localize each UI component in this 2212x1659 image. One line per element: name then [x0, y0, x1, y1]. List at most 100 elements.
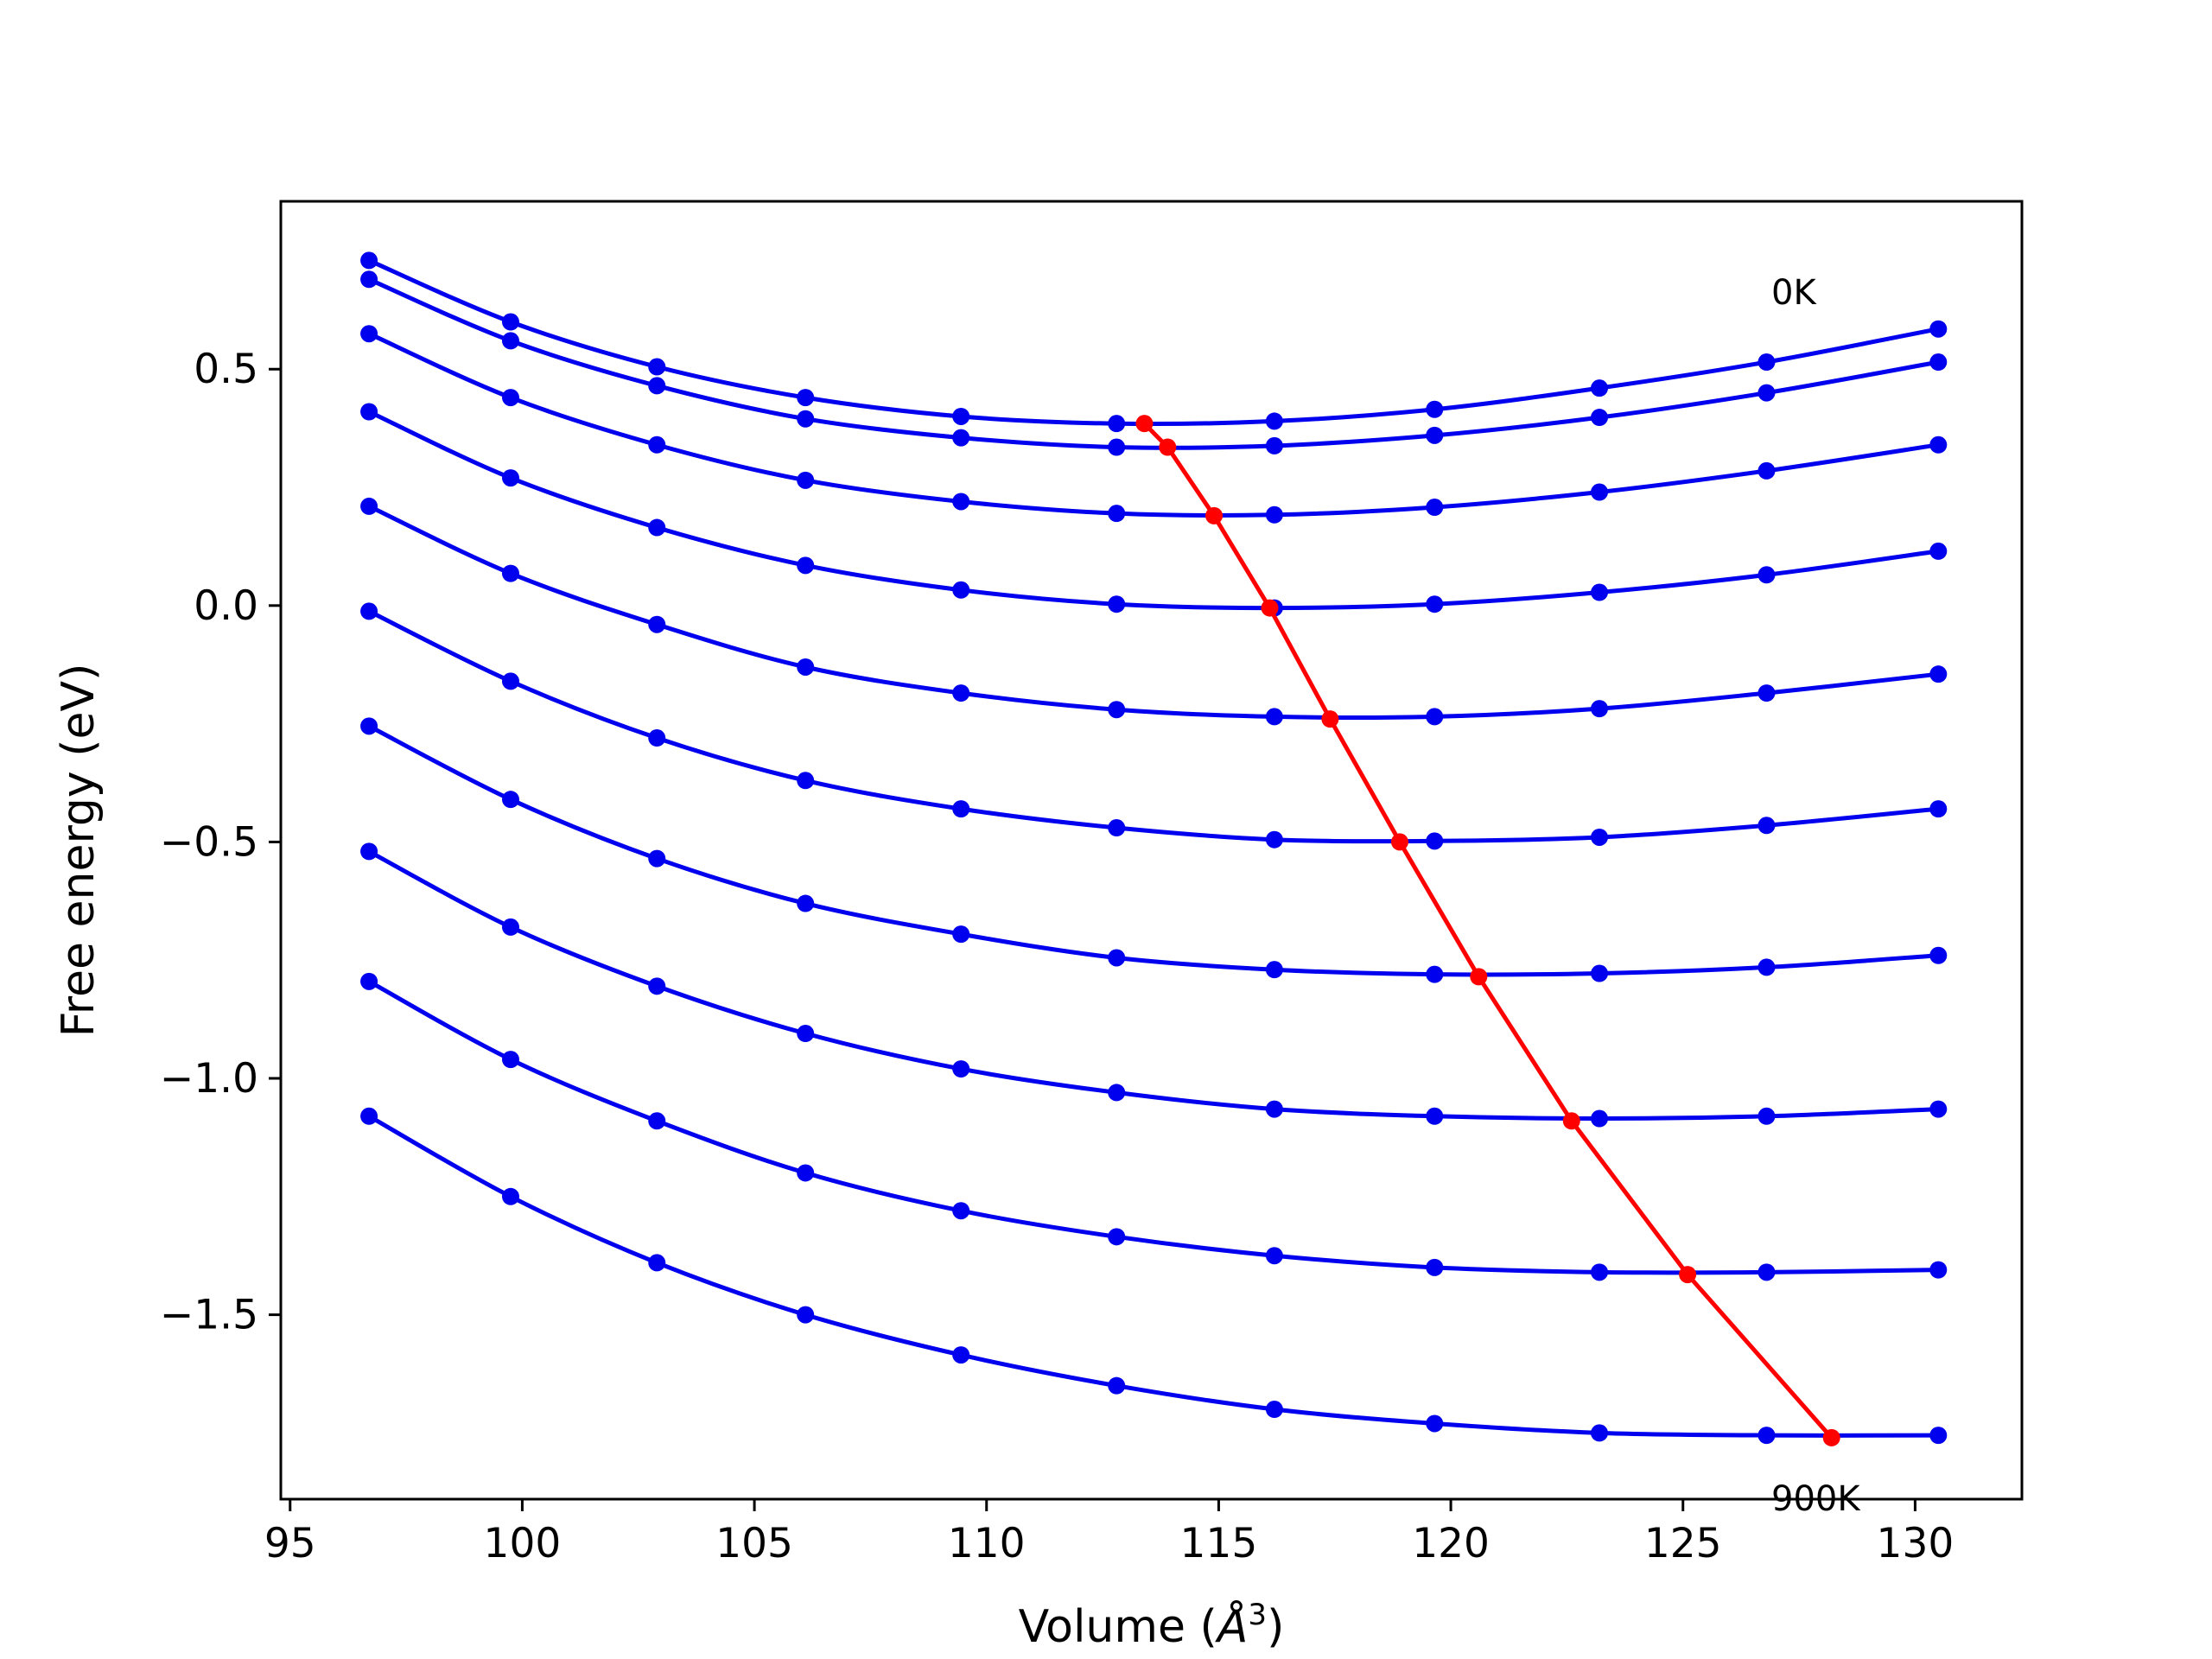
minimum-point — [1135, 415, 1154, 433]
minimum-point — [1822, 1428, 1840, 1446]
series-point — [648, 377, 666, 395]
series-point — [501, 791, 519, 809]
series-point — [1929, 1427, 1948, 1445]
series-point — [1108, 701, 1126, 719]
series-point — [648, 729, 666, 747]
series-point — [501, 564, 519, 582]
series-point — [501, 389, 519, 407]
series-point — [1929, 353, 1948, 372]
series-point — [648, 358, 666, 376]
minimum-point — [1261, 599, 1279, 617]
series-point — [648, 1112, 666, 1130]
series-point — [1929, 946, 1948, 964]
series-point — [952, 429, 970, 447]
series-point — [1426, 832, 1444, 850]
series-point — [648, 1254, 666, 1272]
series-point — [952, 800, 970, 818]
series-point — [1758, 353, 1776, 372]
series-point — [1265, 412, 1283, 430]
series-point — [1758, 817, 1776, 835]
minimum-point — [1159, 438, 1177, 456]
series-point — [1265, 505, 1283, 524]
series-point — [952, 493, 970, 511]
plot-frame — [279, 200, 2024, 1501]
x-tick-label: 130 — [1877, 1520, 1955, 1567]
series-point — [360, 270, 378, 289]
series-point — [1591, 409, 1609, 427]
minimum-point — [1679, 1266, 1697, 1284]
series-point — [360, 497, 378, 515]
series-point — [1591, 483, 1609, 501]
series-point — [360, 602, 378, 620]
series-point — [1265, 1100, 1283, 1118]
x-tick-label: 95 — [264, 1520, 316, 1567]
minimum-series — [1135, 415, 1840, 1446]
annotation-0k: 0K — [1771, 273, 1817, 313]
series-point — [952, 407, 970, 425]
series-9 — [360, 1107, 1948, 1445]
series-point — [1265, 1401, 1283, 1419]
series-point — [1758, 1263, 1776, 1281]
series-point — [1758, 1427, 1776, 1445]
series-point — [501, 1187, 519, 1205]
x-tick-label: 115 — [1180, 1520, 1258, 1567]
series-point — [952, 1060, 970, 1078]
minimum-point — [1321, 710, 1339, 728]
series-0 — [360, 251, 1948, 433]
x-axis-title-suffix: ) — [1267, 1601, 1284, 1653]
series-point — [1758, 461, 1776, 480]
series-4 — [360, 497, 1948, 726]
series-point — [360, 717, 378, 735]
series-point — [797, 410, 815, 428]
series-point — [1108, 1084, 1126, 1102]
series-point — [1758, 566, 1776, 584]
series-point — [1108, 415, 1126, 433]
series-point — [1591, 828, 1609, 846]
series-point — [360, 251, 378, 270]
series-point — [1758, 958, 1776, 976]
series-point — [1426, 426, 1444, 444]
x-tick-label: 120 — [1412, 1520, 1490, 1567]
series-point — [1929, 542, 1948, 560]
minimum-line — [1142, 422, 1834, 1440]
series-point — [1426, 499, 1444, 517]
series-point — [648, 977, 666, 995]
series-7 — [360, 842, 1948, 1128]
series-point — [1108, 949, 1126, 967]
series-point — [797, 471, 815, 489]
series-point — [1108, 438, 1126, 456]
series-point — [501, 1051, 519, 1069]
tick-layer: 95 100 105 110 115 120 125 130 0.5 0.0 −0.5 −1.0 −1.… — [160, 346, 1954, 1567]
series-point — [1108, 1376, 1126, 1395]
series-point — [952, 1346, 970, 1364]
series-point — [1265, 708, 1283, 726]
series-point — [1929, 1261, 1948, 1279]
series-point — [1591, 1109, 1609, 1128]
series-point — [1426, 708, 1444, 726]
series-point — [797, 894, 815, 912]
series-point — [1108, 505, 1126, 523]
series-point — [797, 389, 815, 407]
y-tick-label: 0.5 — [194, 346, 258, 393]
series-point — [797, 556, 815, 575]
series-point — [1758, 1107, 1776, 1125]
y-tick-label: 0.0 — [194, 582, 258, 630]
annotation-900k: 900K — [1771, 1479, 1861, 1519]
series-point — [360, 403, 378, 421]
series-point — [797, 1164, 815, 1182]
series-point — [952, 684, 970, 702]
series-point — [1426, 1258, 1444, 1276]
series-5 — [360, 602, 1948, 850]
minimum-point — [1390, 833, 1408, 851]
series-point — [501, 332, 519, 350]
series-point — [952, 581, 970, 599]
series-point — [797, 1306, 815, 1324]
series-point — [501, 313, 519, 331]
x-axis-title-exponent: 3 — [1248, 1598, 1267, 1632]
series-point — [648, 518, 666, 537]
x-tick-label: 125 — [1644, 1520, 1722, 1567]
series-point — [1426, 1414, 1444, 1433]
series-point — [952, 925, 970, 944]
